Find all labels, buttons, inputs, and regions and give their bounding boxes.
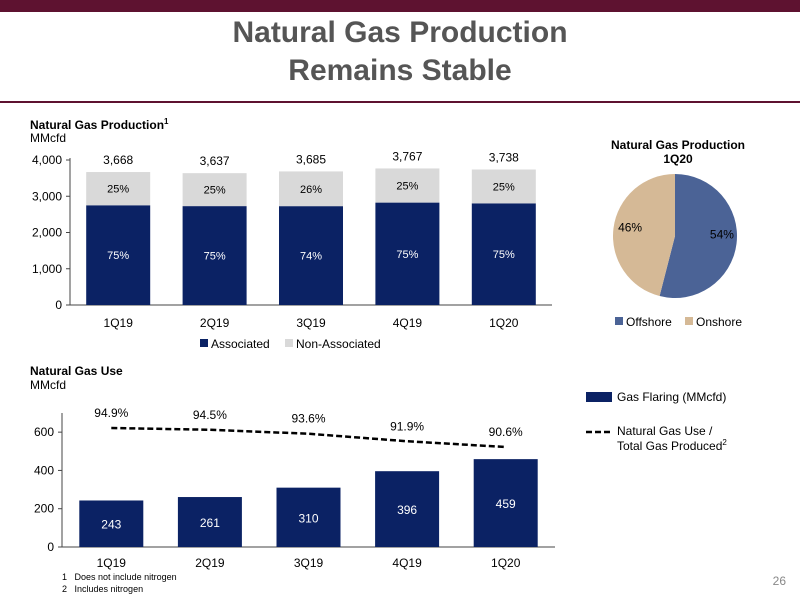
production-label-associated: 75% [396, 249, 418, 261]
production-y-tick-label: 3,000 [32, 189, 62, 203]
production-total-label: 3,637 [200, 154, 230, 168]
footnote-2-text: Includes nitrogen [75, 584, 144, 594]
use-y-tick-label: 0 [47, 540, 54, 554]
pie-slice-label-onshore: 46% [618, 220, 642, 234]
production-legend-label-non-associated: Non-Associated [296, 337, 381, 351]
footnote-2-num: 2 [62, 584, 67, 594]
production-x-tick-label: 3Q19 [296, 316, 326, 330]
production-x-tick-label: 2Q19 [200, 316, 230, 330]
footnote-2: 2 Includes nitrogen [62, 584, 143, 594]
use-x-tick-label: 2Q19 [195, 556, 225, 570]
pie-legend-swatch-onshore [685, 317, 693, 325]
production-y-tick-label: 0 [55, 298, 62, 312]
use-x-tick-label: 1Q20 [491, 556, 521, 570]
use-line-label: 94.5% [193, 408, 227, 422]
use-x-tick-label: 3Q19 [294, 556, 324, 570]
production-y-tick-label: 1,000 [32, 262, 62, 276]
pie-legend-label-offshore: Offshore [626, 315, 672, 329]
production-label-non-associated: 26% [300, 184, 322, 196]
use-line-label: 90.6% [489, 425, 523, 439]
production-total-label: 3,738 [489, 150, 519, 164]
use-line-label: 91.9% [390, 419, 424, 433]
production-label-non-associated: 25% [493, 181, 515, 193]
production-y-tick-label: 2,000 [32, 226, 62, 240]
production-total-label: 3,685 [296, 152, 326, 166]
production-label-non-associated: 25% [107, 184, 129, 196]
use-bar-label: 243 [101, 518, 121, 532]
use-x-tick-label: 4Q19 [392, 556, 422, 570]
use-y-tick-label: 200 [34, 502, 54, 516]
use-bar-label: 310 [298, 511, 318, 525]
use-bar-label: 261 [200, 516, 220, 530]
use-bar-label: 459 [496, 497, 516, 511]
production-y-tick-label: 4,000 [32, 153, 62, 167]
production-legend-swatch-associated [200, 339, 208, 347]
use-line-label: 94.9% [94, 406, 128, 420]
production-legend-swatch-non-associated [285, 339, 293, 347]
production-x-tick-label: 1Q20 [489, 316, 519, 330]
use-y-tick-label: 600 [34, 425, 54, 439]
production-label-associated: 75% [107, 250, 129, 262]
use-line-gas-use [111, 428, 505, 447]
footnote-1: 1 Does not include nitrogen [62, 572, 177, 582]
production-total-label: 3,668 [103, 153, 133, 167]
page-number: 26 [773, 574, 786, 588]
production-label-associated: 75% [204, 251, 226, 263]
footnote-1-text: Does not include nitrogen [75, 572, 177, 582]
production-label-non-associated: 25% [204, 185, 226, 197]
use-line-label: 93.6% [291, 412, 325, 426]
production-label-associated: 75% [493, 249, 515, 261]
production-label-associated: 74% [300, 251, 322, 263]
pie-legend-label-onshore: Onshore [696, 315, 742, 329]
use-bar-label: 396 [397, 503, 417, 517]
pie-legend-swatch-offshore [615, 317, 623, 325]
production-total-label: 3,767 [392, 149, 422, 163]
production-label-non-associated: 25% [396, 181, 418, 193]
use-x-tick-label: 1Q19 [97, 556, 127, 570]
production-x-tick-label: 4Q19 [393, 316, 423, 330]
production-x-tick-label: 1Q19 [104, 316, 134, 330]
use-y-tick-label: 400 [34, 463, 54, 477]
footnote-1-num: 1 [62, 572, 67, 582]
production-legend-label-associated: Associated [211, 337, 270, 351]
pie-slice-label-offshore: 54% [710, 228, 734, 242]
